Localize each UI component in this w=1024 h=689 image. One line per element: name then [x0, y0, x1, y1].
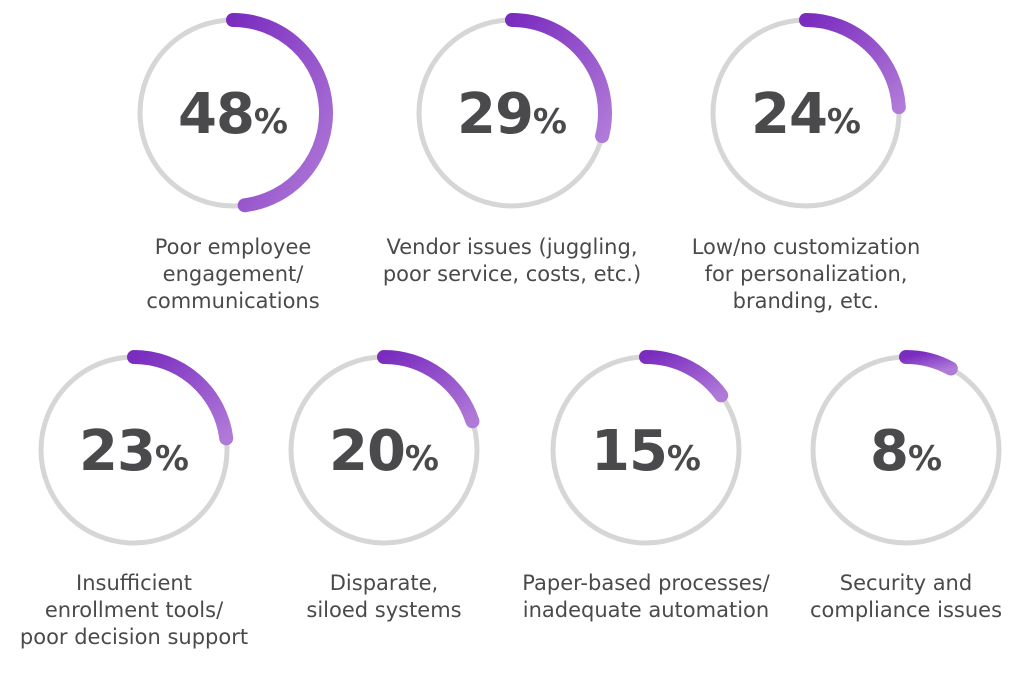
donut-caption: Vendor issues (juggling, poor service, c…: [382, 235, 642, 286]
donut-caption: Low/no customization for personalization…: [691, 235, 921, 313]
donut-value-number: 8: [870, 419, 908, 484]
donut-caption: Poor employee engagement/ communications: [146, 235, 320, 313]
donut-item: 29%: [416, 13, 612, 209]
donut-item: 24%: [710, 13, 906, 209]
donut-value-number: 23: [79, 419, 155, 484]
donut-value-label: 20%: [329, 419, 439, 484]
donut-value-unit: %: [827, 102, 861, 142]
donut-item: 23%: [38, 350, 234, 546]
donut-item: 48%: [137, 13, 333, 213]
donut-value-label: 23%: [79, 419, 189, 484]
donut-value-number: 24: [751, 82, 827, 147]
donut-value-arc: [799, 13, 906, 115]
donut-value-label: 24%: [751, 82, 861, 147]
donut-value-number: 29: [457, 82, 533, 147]
donut-value-unit: %: [533, 102, 567, 142]
donut-value-label: 15%: [591, 419, 701, 484]
donut-value-unit: %: [908, 439, 942, 479]
donut-caption: Security and compliance issues: [809, 571, 1003, 622]
donut-caption: Insufficient enrollment tools/ poor deci…: [19, 571, 249, 649]
donut-value-unit: %: [254, 102, 288, 142]
donut-value-arc: [226, 13, 333, 213]
donut-caption: Disparate, siloed systems: [306, 571, 462, 622]
donut-value-unit: %: [405, 439, 439, 479]
donut-item: 15%: [550, 350, 742, 546]
donut-value-number: 15: [591, 419, 667, 484]
donut-value-arc: [505, 13, 612, 144]
donut-caption: Paper-based processes/ inadequate automa…: [522, 571, 770, 622]
donut-value-label: 8%: [870, 419, 942, 484]
donut-item: 20%: [288, 350, 480, 546]
donut-value-number: 20: [329, 419, 405, 484]
donut-item: 8%: [810, 350, 1002, 546]
donut-value-arc: [639, 350, 729, 403]
donut-value-arc: [899, 350, 958, 376]
donut-value-label: 29%: [457, 82, 567, 147]
donut-value-unit: %: [155, 439, 189, 479]
donut-value-label: 48%: [178, 82, 288, 147]
donut-value-number: 48: [178, 82, 254, 147]
donut-value-arc: [127, 350, 234, 446]
donut-value-unit: %: [667, 439, 701, 479]
donut-value-arc: [377, 350, 480, 429]
